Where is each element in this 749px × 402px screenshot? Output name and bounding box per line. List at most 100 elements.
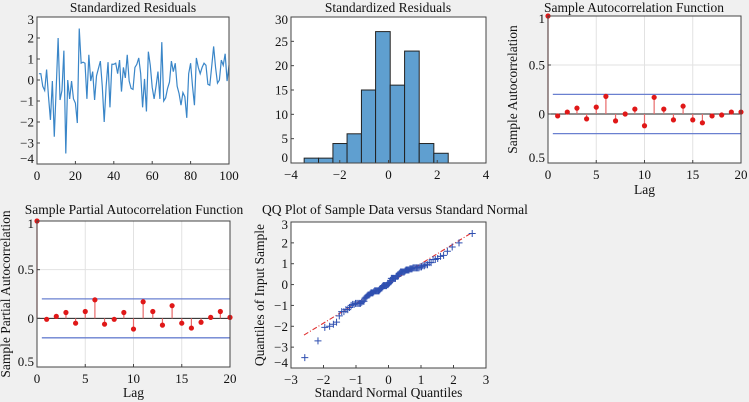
histogram-bar: [346, 133, 362, 164]
y-tick-label: 0.5: [529, 150, 545, 165]
stem-marker: [169, 303, 175, 309]
y-tick-label: 1: [282, 256, 289, 271]
stem-marker: [690, 117, 696, 123]
x-tick-label: 3: [483, 372, 490, 387]
y-tick-label: 2: [282, 235, 289, 250]
y-tick-label: 3: [282, 217, 289, 232]
y-tick-label: 0: [539, 107, 546, 122]
y-tick-label: 0: [28, 311, 35, 326]
qq-point: [321, 323, 329, 331]
histogram-bar: [360, 89, 377, 164]
x-tick-label: −3: [284, 372, 298, 387]
x-tick-label: 15: [686, 167, 699, 182]
x-axis-label: Lag: [123, 385, 144, 400]
histogram-bar: [418, 143, 435, 164]
stem-marker: [63, 309, 69, 316]
x-tick-label: 5: [593, 167, 600, 182]
stem-marker: [179, 320, 185, 326]
x-tick-label: 40: [107, 168, 120, 183]
y-tick-label: 0.5: [18, 262, 34, 277]
x-tick-label: 0: [545, 167, 552, 182]
histogram-bar: [375, 31, 391, 164]
y-tick-label: −2: [274, 319, 288, 334]
qq-point: [385, 280, 393, 288]
qq-point: [326, 322, 334, 330]
x-tick-label: 100: [219, 168, 239, 183]
reference-line: [303, 232, 472, 336]
stem-marker: [92, 297, 98, 303]
axes-box: [36, 16, 230, 165]
x-tick-label: 0: [34, 168, 41, 183]
y-tick-label: −4: [20, 151, 34, 166]
stem-marker: [159, 322, 166, 328]
stem-marker: [198, 319, 204, 325]
stem-marker: [188, 325, 194, 331]
stem-marker: [728, 109, 734, 115]
x-tick-label: −1: [349, 372, 363, 387]
stem-marker: [44, 316, 50, 322]
stem-marker: [208, 314, 214, 320]
stem-marker: [111, 316, 117, 322]
stem-marker: [632, 106, 638, 112]
y-tick-label: 15: [275, 83, 288, 98]
y-tick-label: 3: [28, 12, 35, 27]
histogram-bar: [318, 157, 334, 164]
chart-title: Sample Autocorrelation Function: [544, 0, 724, 15]
stem-marker: [641, 123, 648, 129]
x-tick-label: 20: [69, 168, 82, 183]
stem-marker: [555, 113, 561, 119]
x-tick-label: 60: [146, 168, 159, 183]
y-tick-label: 20: [275, 58, 288, 73]
x-tick-label: 0: [34, 371, 41, 386]
y-axis-label: Sample Autocorrelation: [505, 25, 520, 154]
x-axis-label: Standard Normal Quantiles: [315, 385, 463, 400]
qq-point: [314, 337, 322, 345]
y-tick-label: 30: [275, 12, 288, 27]
y-tick-label: 0.5: [18, 354, 34, 369]
stem-marker: [699, 120, 706, 126]
x-tick-label: −4: [284, 167, 298, 182]
stem-marker: [670, 117, 677, 123]
stem-marker: [140, 299, 146, 305]
x-tick-label: −2: [317, 372, 331, 387]
qq-point: [301, 354, 309, 362]
y-tick-label: 1: [539, 11, 546, 26]
histogram-bar: [433, 152, 449, 164]
y-tick-label: −1: [274, 298, 288, 313]
stem-marker: [73, 320, 79, 326]
chart-title: Standardized Residuals: [325, 0, 451, 15]
qq-point: [420, 262, 428, 270]
qq-point: [448, 243, 456, 251]
qq-point: [436, 252, 444, 260]
qq-point: [360, 297, 368, 305]
histogram-bar: [389, 84, 406, 164]
stem-marker: [150, 308, 156, 315]
stem-marker: [709, 113, 715, 119]
y-tick-label: 1: [28, 216, 35, 231]
qq-point: [417, 263, 425, 271]
x-tick-label: 4: [483, 167, 490, 182]
y-tick-label: 25: [275, 34, 288, 49]
x-tick-label: 5: [82, 371, 89, 386]
chart-title: QQ Plot of Sample Data versus Standard N…: [262, 202, 528, 217]
x-tick-label: 1: [418, 372, 425, 387]
y-tick-label: −4: [274, 355, 288, 370]
stem-marker: [53, 313, 59, 319]
stem-marker: [121, 309, 127, 316]
x-tick-label: 20: [224, 371, 237, 386]
stem-marker: [217, 308, 223, 315]
y-tick-label: −2: [20, 115, 34, 130]
stem-marker: [719, 112, 725, 118]
qq-point: [333, 318, 341, 326]
stem-marker: [101, 321, 108, 327]
y-tick-label: 0.5: [529, 58, 545, 73]
stem-marker: [603, 93, 609, 99]
y-axis-label: Quantiles of Input Sample: [252, 224, 267, 366]
x-tick-label: −2: [333, 167, 347, 182]
qq-point: [443, 247, 451, 255]
stem-marker: [622, 111, 628, 117]
x-tick-label: 10: [127, 371, 140, 386]
